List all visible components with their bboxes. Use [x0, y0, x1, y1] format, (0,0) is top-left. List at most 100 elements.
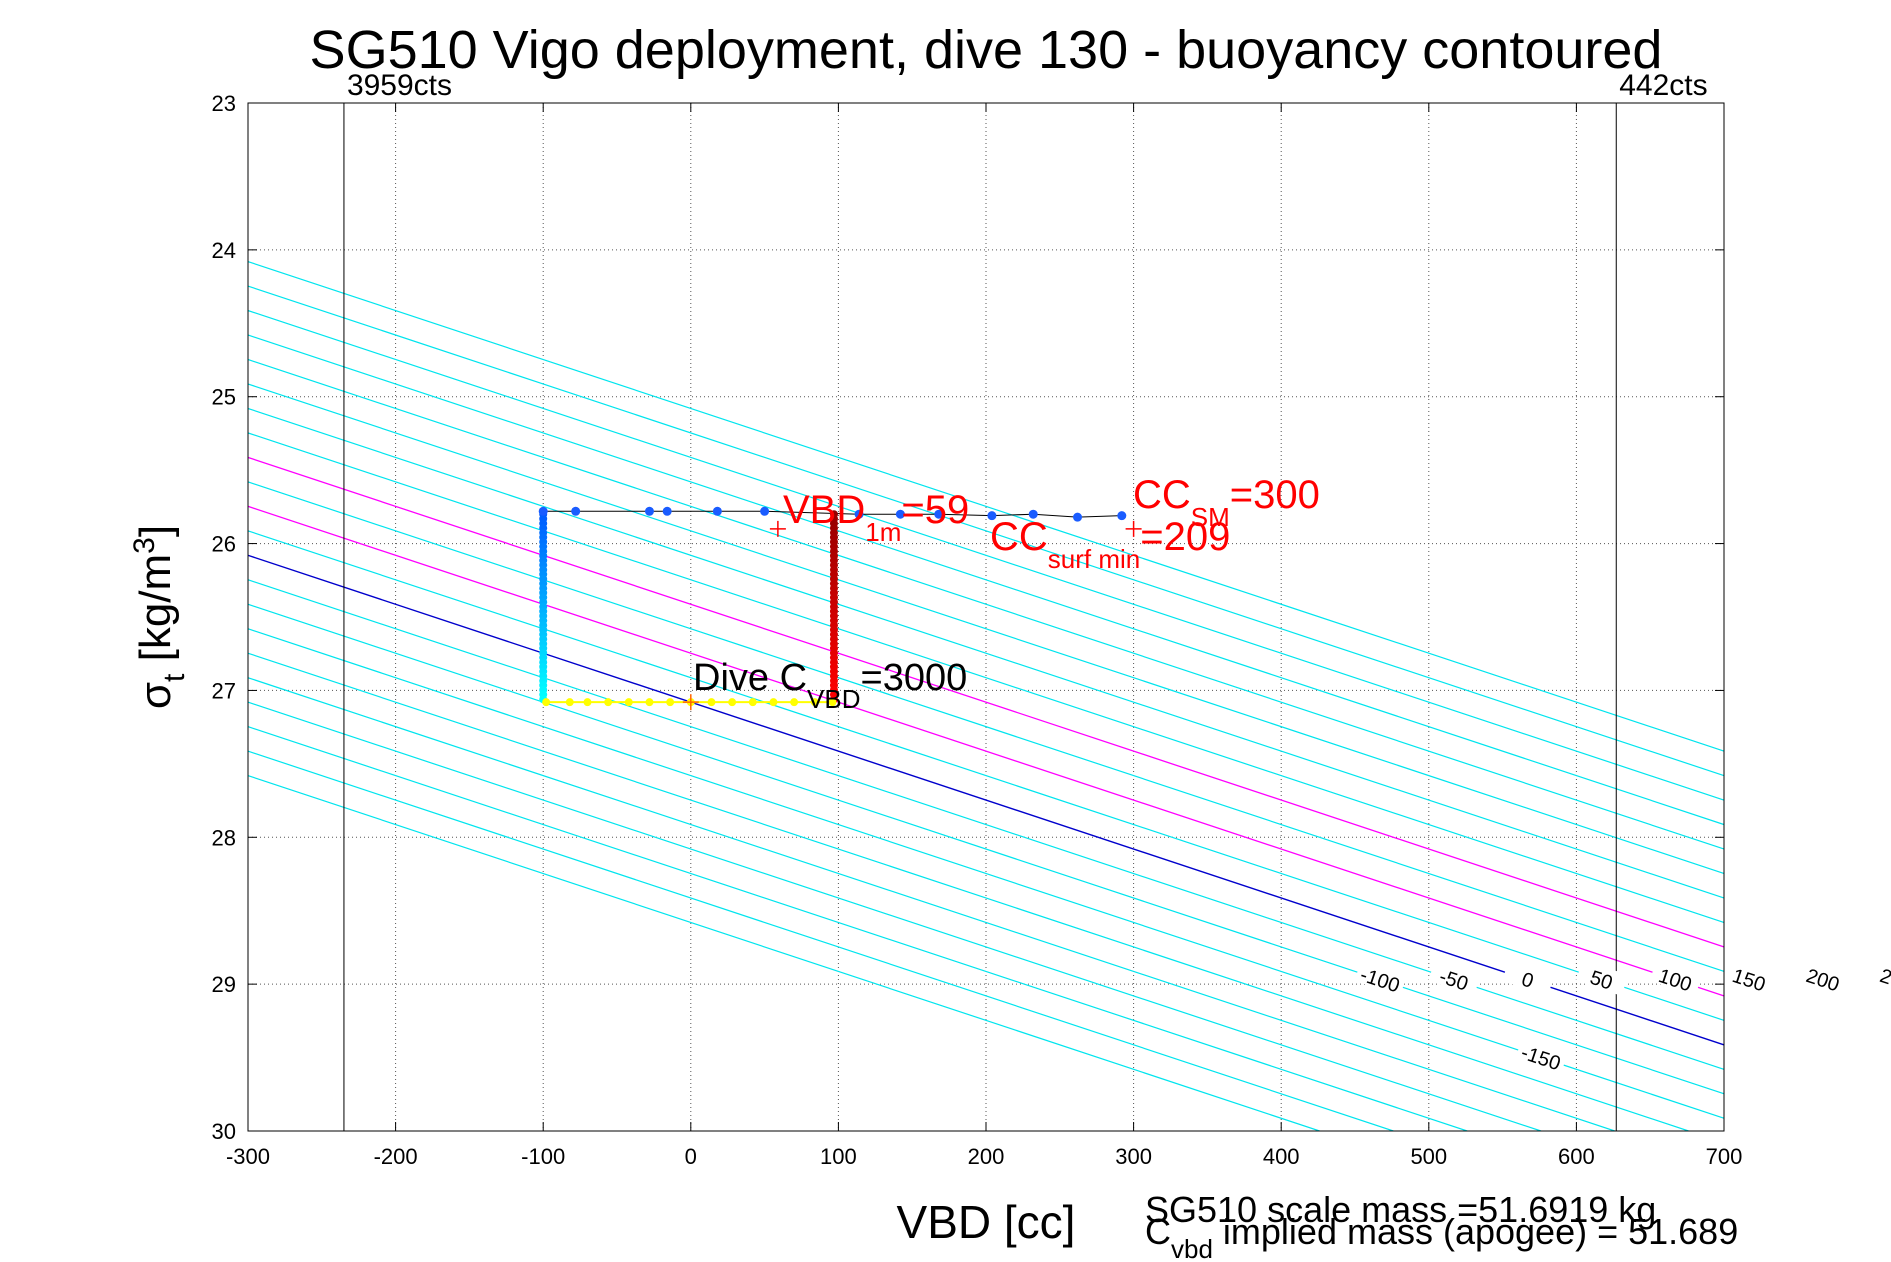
bottom-path-point [728, 698, 737, 707]
annotation-part: CC [1133, 473, 1191, 517]
x-axis-label: VBD [cc] [897, 1196, 1076, 1248]
y-axis-label: σt [kg/m3] [128, 525, 191, 709]
contour-label-bottom-group: 0 [1502, 959, 1555, 996]
bottom-path-point [666, 698, 675, 707]
top-path-point [760, 506, 770, 516]
top-path-point [571, 506, 581, 516]
annotation-text: VBD1m=59 [783, 488, 969, 547]
annotation-subscript: VBD [807, 684, 860, 714]
bottom-path-point [707, 698, 716, 707]
contour-label-top-group: -200 [0, 544, 7, 582]
bottom-path-point [748, 698, 757, 707]
x-tick-label: -200 [374, 1144, 418, 1169]
top-path-point [662, 506, 672, 516]
top-path-point [538, 506, 548, 516]
x-tick-label: 400 [1263, 1144, 1300, 1169]
top-path-point [712, 506, 722, 516]
y-tick-label: 25 [212, 385, 236, 410]
top-path-point [1028, 509, 1038, 519]
top-path-point [644, 506, 654, 516]
dive-paths [538, 506, 1127, 707]
chart-title: SG510 Vigo deployment, dive 130 - buoyan… [310, 20, 1663, 80]
y-tick-label: 28 [212, 825, 236, 850]
y-axis-label-close: ] [131, 525, 180, 537]
annotation-part: =59 [901, 488, 969, 532]
annotation-part: =300 [1230, 473, 1320, 517]
contour-label-bottom-bg [1723, 959, 1776, 996]
x-tick-label: 200 [968, 1144, 1005, 1169]
contour-label-bottom-group: 150 [1723, 959, 1776, 996]
y-tick-label: 26 [212, 532, 236, 557]
buoyancy-contours [248, 260, 1724, 1131]
contour-label-bottom-bg [1871, 959, 1891, 996]
y-tick-label: 30 [212, 1119, 236, 1144]
annotation-part: =209 [1140, 515, 1230, 559]
contour-line [248, 701, 1542, 1131]
contour-label-bottom-bg [1649, 959, 1703, 996]
bottom-path-point [790, 698, 799, 707]
bottom-path-point [810, 698, 819, 707]
contour-line [248, 358, 1724, 850]
x-tick-label: 300 [1115, 1144, 1152, 1169]
contour-label-bottom-group: -50 [1428, 959, 1481, 996]
y-axis-label-sub: t [158, 673, 191, 682]
footer-c: C [1145, 1211, 1171, 1252]
y-tick-label: 27 [212, 678, 236, 703]
y-tick-label: 24 [212, 238, 236, 263]
top-path-point [934, 509, 944, 519]
contour-line [248, 407, 1724, 899]
contour-line [248, 456, 1724, 948]
grid-lines [248, 103, 1724, 1131]
contour-label-bottom-bg [1575, 959, 1629, 996]
top-path-point [1073, 512, 1083, 522]
contour-line [248, 554, 1724, 1046]
top-path-point [854, 509, 864, 519]
bottom-path-point [542, 698, 551, 707]
footer-implied-rest: implied mass (apogee) = 51.689 [1213, 1211, 1738, 1252]
contour-line [248, 530, 1724, 1021]
contour-line [248, 383, 1724, 875]
x-tick-label: -100 [521, 1144, 565, 1169]
top-path-point [987, 511, 997, 521]
bottom-path-point [583, 698, 592, 707]
vbd-limit-lines: 3959cts 442cts [343, 69, 1708, 1131]
contour-label-bottom-bg [1502, 959, 1555, 996]
contour-line [248, 309, 1724, 801]
annotation-text: CCSM=300 [1133, 473, 1320, 532]
annotation-subscript: 1m [865, 517, 901, 547]
footer-implied-mass: Cvbd implied mass (apogee) = 51.689 [1145, 1211, 1738, 1262]
contour-label-bottom-group: 50 [1575, 959, 1629, 996]
bottom-path-point [828, 698, 837, 707]
y-axis-label-sigma: σ [131, 682, 180, 709]
contour-line [248, 334, 1724, 826]
vbd-limit-label: 442cts [1619, 69, 1707, 102]
x-tick-label: 700 [1706, 1144, 1743, 1169]
annotation-subscript: SM [1191, 502, 1230, 532]
bottom-path-point [645, 698, 654, 707]
footer-scale-mass: SG510 scale mass =51.6919 kg [1145, 1189, 1656, 1230]
annotation-part: Dive C [693, 657, 807, 699]
contour-label-bottom-group: 100 [1649, 959, 1703, 996]
x-tick-label: 100 [820, 1144, 857, 1169]
x-tick-label: 500 [1410, 1144, 1447, 1169]
contour-line [248, 505, 1724, 997]
vbd-limit-label: 3959cts [347, 69, 452, 102]
contour-line [248, 481, 1724, 973]
annotation-part: VBD [783, 488, 865, 532]
contour-line [248, 774, 1320, 1131]
bottom-path-point [769, 698, 778, 707]
contour-line [248, 260, 1724, 752]
contour-label-bottom-bg [1428, 959, 1481, 996]
annotation-part: CC [990, 515, 1048, 559]
bottom-path-point [565, 698, 574, 707]
bottom-path-point [604, 698, 613, 707]
contour-label-bottom-bg [1797, 959, 1850, 996]
y-axis-label-sup: 3 [128, 537, 161, 554]
annotation-subscript: surf min [1048, 544, 1140, 574]
contour-label-bottom-bg [1354, 959, 1407, 996]
footer-vbd-sub: vbd [1171, 1234, 1213, 1262]
contour-line [248, 603, 1724, 1095]
contour-line [248, 750, 1394, 1131]
